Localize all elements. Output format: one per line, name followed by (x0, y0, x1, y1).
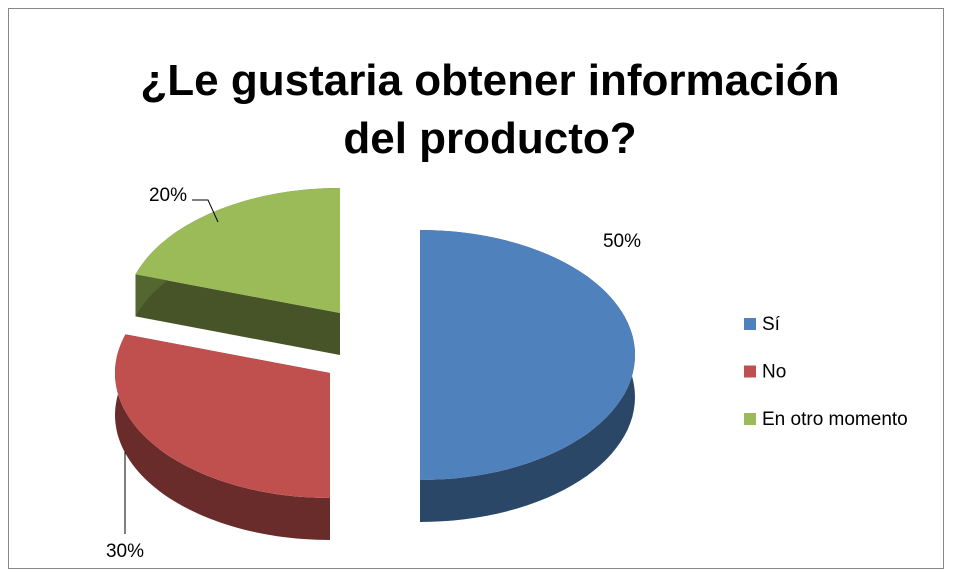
pie-slice (420, 230, 635, 480)
pie-slice (135, 188, 340, 313)
data-label: 30% (106, 541, 144, 562)
legend-label: No (762, 362, 786, 383)
legend-swatch (744, 413, 756, 425)
slice-outer-wall (115, 334, 330, 540)
pie-slice (114, 334, 331, 498)
legend-label: Sí (762, 314, 781, 335)
legend-swatch (744, 318, 756, 330)
leader-line (192, 199, 219, 223)
chart-frame (8, 8, 944, 569)
legend-swatch (744, 365, 756, 378)
data-label: 20% (149, 185, 187, 206)
slice-cut-wall (135, 274, 340, 355)
chart-title: ¿Le gustaria obtener información del pro… (140, 56, 840, 163)
data-label: 50% (603, 231, 641, 252)
legend-label: En otro momento (762, 409, 908, 430)
